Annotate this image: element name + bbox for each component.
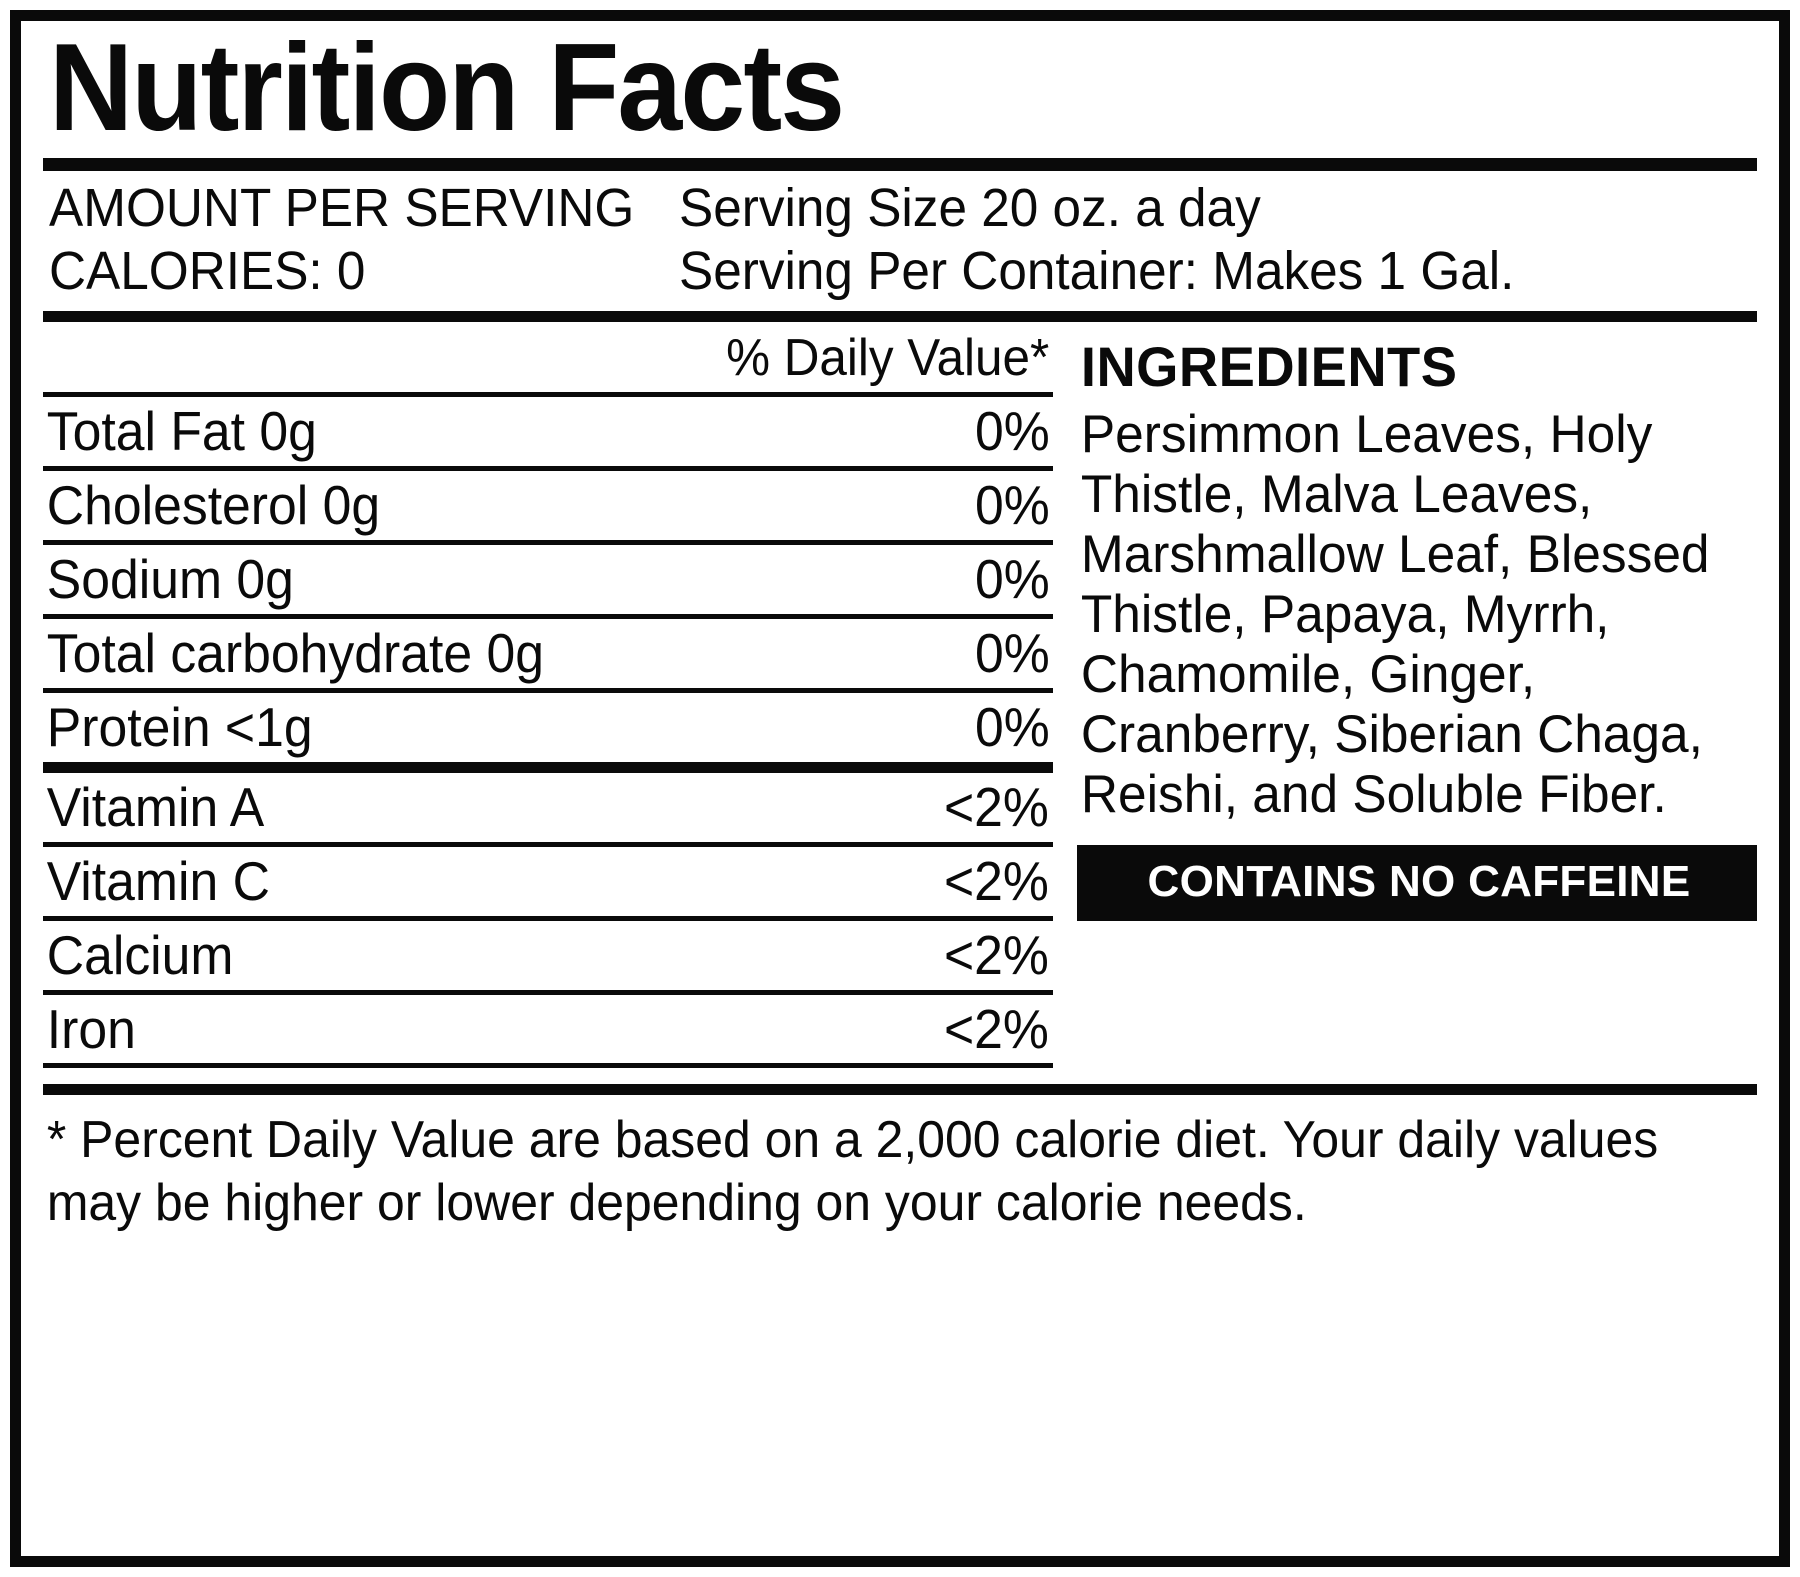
ingredients-panel: INGREDIENTS Persimmon Leaves, Holy Thist… [1053, 322, 1757, 1068]
nutrient-table-bottom-divider [43, 1063, 1053, 1069]
nutrient-name: Cholesterol 0g [46, 474, 381, 537]
nutrient-daily-value: 0% [974, 695, 1050, 758]
micronutrient-name: Iron [46, 997, 136, 1060]
nutrient-name: Total Fat 0g [46, 400, 317, 463]
footer-divider [43, 1084, 1757, 1096]
ingredients-text: Persimmon Leaves, Holy Thistle, Malva Le… [1080, 405, 1710, 824]
serving-header-right: Serving Size 20 oz. a day Serving Per Co… [679, 177, 1757, 303]
table-row: Protein <1g 0% [43, 687, 1053, 762]
table-row: Calcium <2% [43, 915, 1053, 990]
label-inner: Nutrition Facts AMOUNT PER SERVING CALOR… [43, 19, 1757, 1550]
nutrient-daily-value: 0% [974, 474, 1050, 537]
serving-header-left: AMOUNT PER SERVING CALORIES: 0 [43, 177, 679, 303]
table-row: Total carbohydrate 0g 0% [43, 614, 1053, 688]
micronutrient-daily-value: <2% [944, 775, 1050, 838]
header-divider [43, 311, 1757, 323]
table-row: Vitamin A <2% [43, 761, 1053, 842]
table-row: Cholesterol 0g 0% [43, 466, 1053, 540]
table-row: Sodium 0g 0% [43, 540, 1053, 614]
table-row: Total Fat 0g 0% [43, 392, 1053, 466]
page-title: Nutrition Facts [49, 19, 845, 157]
micronutrient-daily-value: <2% [944, 923, 1050, 986]
table-row: Iron <2% [43, 989, 1053, 1064]
daily-value-footnote: * Percent Daily Value are based on a 2,0… [46, 1111, 1659, 1232]
micronutrient-name: Vitamin C [46, 849, 270, 912]
nutrient-daily-value: 0% [974, 622, 1050, 685]
table-row: Vitamin C <2% [43, 841, 1053, 916]
micronutrient-name: Calcium [46, 923, 234, 986]
nutrient-name: Total carbohydrate 0g [46, 622, 544, 685]
nutrient-name: Sodium 0g [46, 548, 294, 611]
amount-per-serving-label: AMOUNT PER SERVING [49, 178, 635, 239]
label-body: % Daily Value* Total Fat 0g 0% Cholester… [43, 322, 1757, 1069]
micronutrient-daily-value: <2% [944, 997, 1050, 1060]
nutrient-daily-value: 0% [974, 400, 1050, 463]
serving-size-label: Serving Size 20 oz. a day [679, 178, 1261, 239]
title-divider [43, 158, 1757, 172]
no-caffeine-banner: CONTAINS NO CAFFEINE [1077, 844, 1757, 921]
label-border: Nutrition Facts AMOUNT PER SERVING CALOR… [10, 10, 1790, 1567]
ingredients-heading: INGREDIENTS [1080, 335, 1458, 399]
micronutrient-daily-value: <2% [944, 849, 1050, 912]
nutrient-name: Protein <1g [46, 695, 313, 758]
calories-label: CALORIES: 0 [49, 241, 366, 302]
nutrient-daily-value: 0% [974, 548, 1050, 611]
daily-value-header: % Daily Value* [726, 329, 1050, 388]
servings-per-container-label: Serving Per Container: Makes 1 Gal. [679, 241, 1515, 302]
serving-header: AMOUNT PER SERVING CALORIES: 0 Serving S… [43, 177, 1757, 303]
nutrient-table: % Daily Value* Total Fat 0g 0% Cholester… [43, 322, 1053, 1069]
micronutrient-name: Vitamin A [46, 775, 265, 838]
